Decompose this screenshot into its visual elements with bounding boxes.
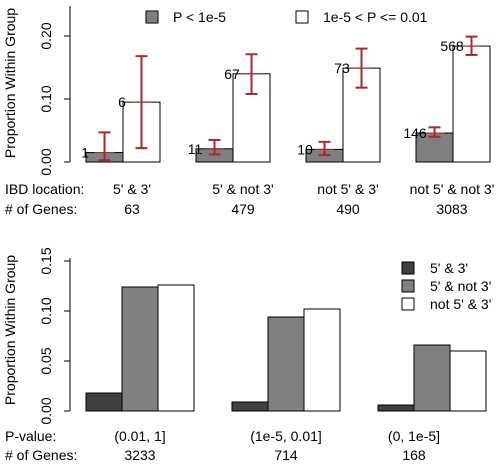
top-gene-count: 490: [336, 201, 360, 217]
top-row-label-gene-count: # of Genes:: [5, 201, 77, 217]
top-y-tick-label: 0.10: [38, 85, 54, 112]
bottom-category-label: (0.01, 1]: [114, 428, 165, 444]
top-y-axis-label: Proportion Within Group: [2, 8, 18, 158]
top-count-label: 6: [118, 94, 126, 110]
top-bar: [415, 132, 454, 163]
top-category-label: not 5' & 3': [317, 181, 378, 197]
top-y-tick-label: 0.20: [38, 22, 54, 49]
top-y-ticks: 0.00 0.10 0.20: [38, 22, 70, 176]
bottom-category-label: (0, 1e-5]: [388, 428, 440, 444]
top-count-label: 11: [188, 141, 203, 157]
bottom-legend-label-5-and-3: 5' & 3': [430, 260, 468, 276]
bottom-bar: [157, 284, 195, 412]
bottom-y-ticks: 0.00 0.05 0.10 0.15: [38, 247, 70, 425]
bottom-legend-swatch-5-and-3: [401, 261, 415, 275]
top-x-categories: 5' & 3' 63 5' & not 3' 479 not 5' & 3' 490 not…: [113, 181, 494, 217]
bottom-y-tick-label: 0.10: [38, 297, 54, 324]
bottom-row-label-gene-count: # of Genes:: [5, 447, 77, 463]
bottom-y-tick-label: 0.15: [38, 247, 54, 274]
bottom-x-categories: (0.01, 1] 3233 (1e-5, 0.01] 714 (0, 1e-5] 168: [114, 428, 440, 463]
top-legend-swatch-p-lt-1e5: [145, 10, 159, 24]
bottom-gene-count: 168: [402, 447, 426, 463]
bottom-category-label: (1e-5, 0.01]: [250, 428, 322, 444]
top-count-labels: 1 6 11 67 10 73 146 568: [81, 38, 464, 160]
bottom-bar: [267, 316, 305, 412]
top-category-label: 5' & not 3': [212, 181, 273, 197]
top-count-label: 146: [403, 125, 427, 141]
top-error-bars: [94, 35, 482, 162]
bottom-bar: [231, 401, 269, 412]
bottom-chart: Proportion Within Group 0.00 0.05 0.10 0.15…: [2, 247, 491, 463]
bottom-bar: [85, 392, 123, 412]
top-count-label: 568: [440, 38, 464, 54]
bottom-bar: [121, 286, 159, 412]
top-legend-swatch-p-mid: [295, 10, 309, 24]
bottom-legend-swatch-5-not-3: [401, 279, 415, 293]
bottom-y-tick-label: 0.05: [38, 347, 54, 374]
bottom-bar: [449, 350, 487, 412]
bottom-bars: [85, 284, 487, 412]
top-bar: [232, 73, 271, 163]
top-gene-count: 63: [124, 201, 140, 217]
bottom-gene-count: 714: [274, 447, 298, 463]
top-legend: P < 1e-5 1e-5 < P <= 0.01: [145, 9, 428, 25]
top-gene-count: 3083: [436, 201, 467, 217]
top-bar: [452, 45, 491, 163]
top-y-tick-label: 0.00: [38, 148, 54, 175]
top-bars: [85, 45, 491, 163]
bottom-legend-label-not5-and-3: not 5' & 3': [430, 296, 491, 312]
bottom-y-tick-label: 0.00: [38, 397, 54, 424]
bottom-bar: [303, 308, 341, 412]
bottom-legend-label-5-not-3: 5' & not 3': [430, 278, 491, 294]
bottom-legend-swatch-not5-and-3: [401, 297, 415, 311]
bottom-y-axis-label: Proportion Within Group: [2, 255, 18, 405]
bottom-gene-count: 3233: [124, 447, 155, 463]
top-count-label: 73: [334, 60, 350, 76]
top-legend-label-p-mid: 1e-5 < P <= 0.01: [323, 9, 428, 25]
top-gene-count: 479: [231, 201, 255, 217]
top-row-label-ibd-location: IBD location:: [5, 181, 84, 197]
bottom-bar: [413, 344, 451, 412]
top-count-label: 10: [297, 141, 313, 157]
bottom-legend: 5' & 3' 5' & not 3' not 5' & 3': [401, 260, 491, 312]
top-chart: Proportion Within Group 0.000.100.20 161…: [2, 6, 494, 217]
top-legend-label-p-lt-1e5: P < 1e-5: [173, 9, 226, 25]
bottom-bar: [377, 404, 415, 412]
top-category-label: not 5' & not 3': [410, 181, 495, 197]
bottom-row-label-p-value: P-value:: [5, 428, 56, 444]
top-count-label: 67: [224, 66, 240, 82]
top-category-label: 5' & 3': [113, 181, 151, 197]
top-count-label: 1: [81, 145, 89, 161]
